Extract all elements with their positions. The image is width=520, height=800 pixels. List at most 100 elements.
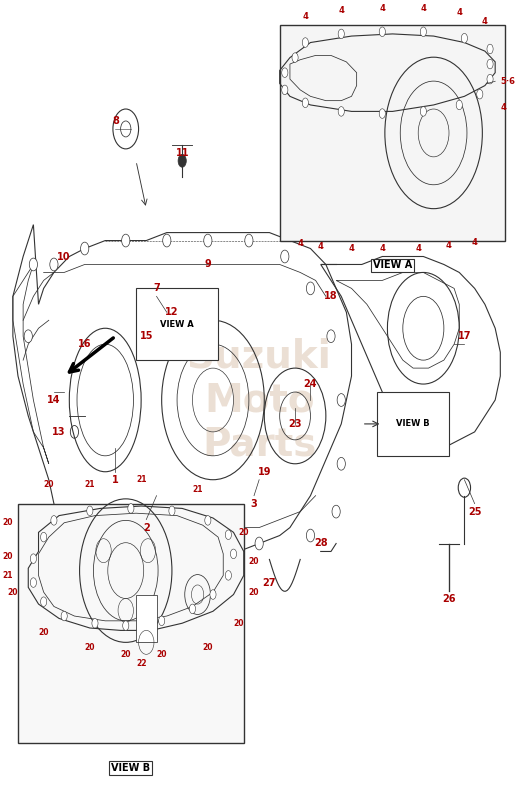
- Text: Suzuki
Moto
Parts: Suzuki Moto Parts: [187, 337, 332, 463]
- Text: 21: 21: [192, 485, 203, 494]
- Text: 20: 20: [121, 650, 131, 659]
- Circle shape: [245, 234, 253, 247]
- Text: 4: 4: [472, 238, 477, 246]
- Circle shape: [142, 314, 150, 326]
- Text: 26: 26: [442, 594, 456, 604]
- Text: 18: 18: [324, 291, 338, 302]
- Circle shape: [205, 515, 211, 525]
- Circle shape: [29, 258, 37, 271]
- Bar: [280, 26, 505, 241]
- Text: 4: 4: [500, 102, 506, 112]
- Circle shape: [225, 530, 231, 539]
- Circle shape: [282, 68, 288, 78]
- Circle shape: [338, 106, 344, 116]
- Circle shape: [327, 330, 335, 342]
- Circle shape: [163, 234, 171, 247]
- Text: 11: 11: [175, 148, 189, 158]
- Text: VIEW A: VIEW A: [373, 261, 412, 270]
- Circle shape: [30, 554, 36, 563]
- Text: 16: 16: [78, 339, 92, 349]
- Text: 1: 1: [112, 474, 119, 485]
- Circle shape: [30, 578, 36, 587]
- Circle shape: [92, 618, 98, 628]
- Text: 4: 4: [318, 242, 323, 251]
- Circle shape: [282, 85, 288, 94]
- Circle shape: [122, 234, 130, 247]
- Circle shape: [41, 597, 47, 606]
- Circle shape: [306, 282, 315, 294]
- Text: 20: 20: [203, 642, 213, 652]
- Circle shape: [225, 570, 231, 580]
- Text: 15: 15: [139, 331, 153, 342]
- Circle shape: [487, 59, 493, 69]
- Text: 28: 28: [314, 538, 328, 549]
- Circle shape: [306, 529, 315, 542]
- Circle shape: [210, 590, 216, 599]
- Text: 13: 13: [53, 427, 66, 437]
- Circle shape: [50, 258, 58, 271]
- Text: 22: 22: [136, 659, 147, 668]
- Circle shape: [173, 298, 181, 310]
- Circle shape: [128, 504, 134, 514]
- Circle shape: [420, 27, 426, 37]
- Circle shape: [152, 537, 161, 550]
- Circle shape: [420, 106, 426, 116]
- Circle shape: [159, 616, 165, 626]
- Text: 20: 20: [3, 552, 13, 561]
- Text: 20: 20: [233, 618, 244, 628]
- Circle shape: [292, 53, 298, 62]
- Circle shape: [230, 549, 237, 558]
- Circle shape: [456, 100, 462, 110]
- Text: 20: 20: [249, 557, 259, 566]
- Text: 12: 12: [165, 307, 179, 318]
- Text: 4: 4: [415, 244, 421, 253]
- Text: 20: 20: [239, 528, 249, 537]
- Text: 4: 4: [446, 241, 452, 250]
- Circle shape: [379, 27, 385, 37]
- Text: 7: 7: [153, 283, 160, 294]
- Text: 24: 24: [304, 379, 317, 389]
- Bar: [136, 594, 157, 642]
- Circle shape: [41, 532, 47, 542]
- Circle shape: [169, 506, 175, 515]
- FancyBboxPatch shape: [136, 288, 218, 360]
- Text: 4: 4: [457, 8, 462, 17]
- FancyBboxPatch shape: [377, 392, 449, 456]
- Text: 14: 14: [47, 395, 61, 405]
- Text: 20: 20: [8, 588, 18, 597]
- Circle shape: [379, 109, 385, 118]
- Text: 20: 20: [157, 650, 167, 659]
- Text: 17: 17: [458, 331, 471, 342]
- Circle shape: [81, 242, 89, 255]
- Circle shape: [337, 394, 345, 406]
- Circle shape: [477, 90, 483, 99]
- Circle shape: [302, 38, 308, 47]
- Circle shape: [281, 250, 289, 263]
- Circle shape: [204, 537, 212, 550]
- Circle shape: [50, 514, 58, 526]
- Text: 4: 4: [482, 17, 488, 26]
- Text: 4: 4: [348, 244, 355, 253]
- Circle shape: [338, 29, 344, 38]
- Circle shape: [24, 330, 32, 342]
- Text: 4: 4: [303, 12, 308, 21]
- Circle shape: [204, 234, 212, 247]
- Text: 4: 4: [420, 3, 426, 13]
- Text: 20: 20: [44, 480, 54, 489]
- Circle shape: [255, 537, 263, 550]
- Circle shape: [123, 621, 129, 630]
- Text: 8: 8: [112, 116, 119, 126]
- Text: 4: 4: [339, 6, 344, 14]
- Text: 5·6: 5·6: [500, 77, 515, 86]
- Text: 27: 27: [263, 578, 276, 588]
- Circle shape: [178, 154, 186, 167]
- Circle shape: [51, 515, 57, 525]
- Circle shape: [101, 537, 109, 550]
- Text: 21: 21: [85, 480, 95, 489]
- Circle shape: [87, 506, 93, 515]
- Circle shape: [61, 611, 67, 621]
- Text: 20: 20: [85, 642, 95, 652]
- Circle shape: [487, 74, 493, 84]
- Circle shape: [487, 44, 493, 54]
- Text: 21: 21: [136, 475, 147, 484]
